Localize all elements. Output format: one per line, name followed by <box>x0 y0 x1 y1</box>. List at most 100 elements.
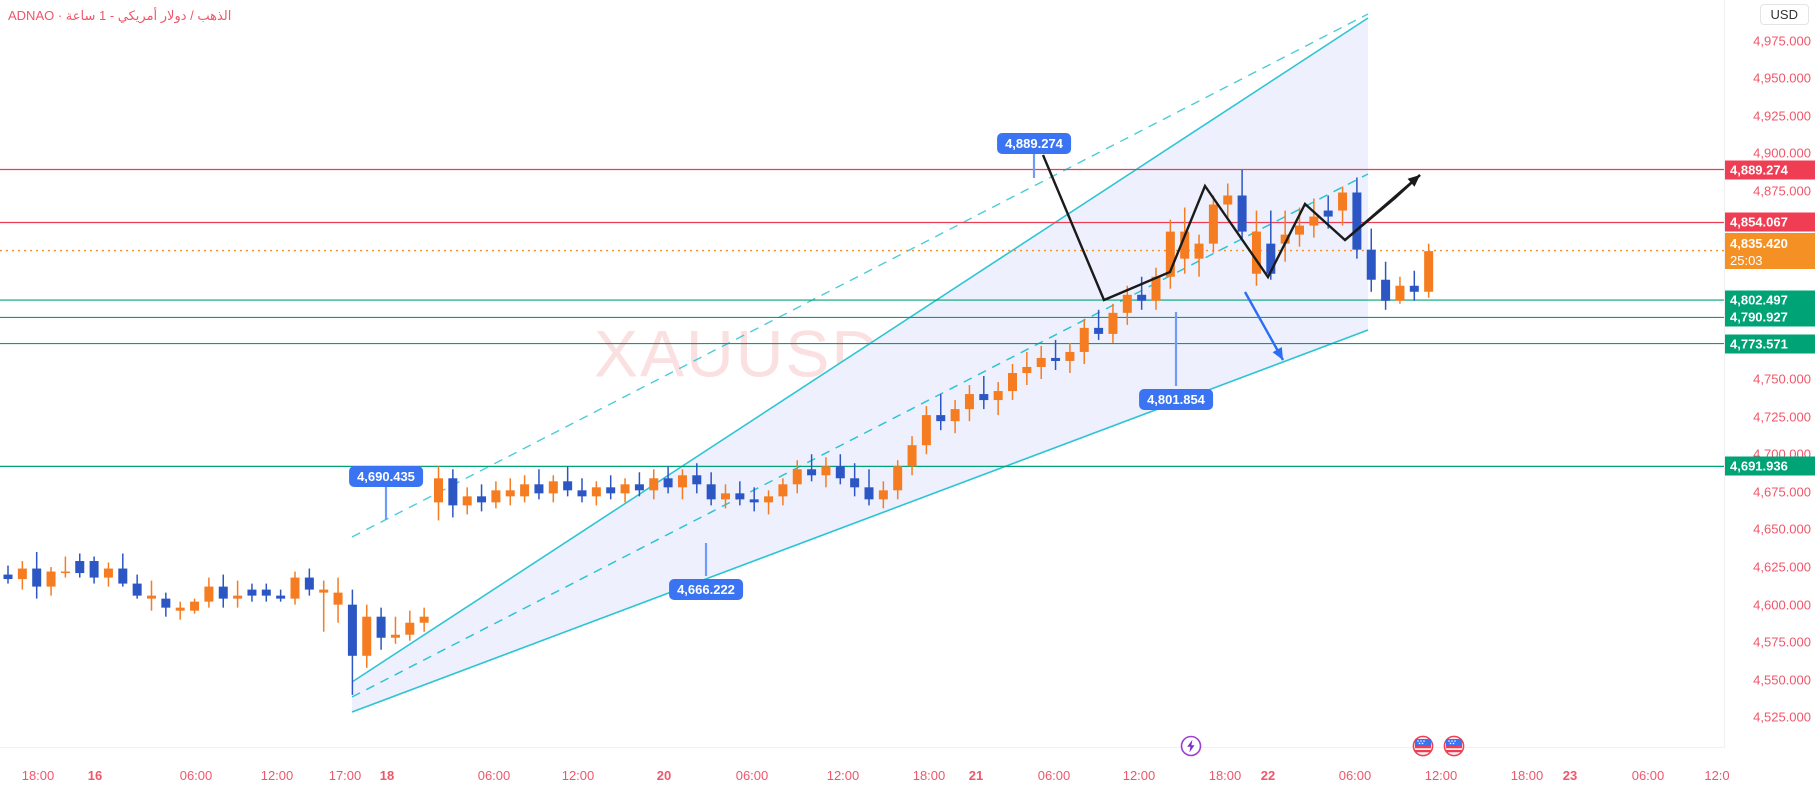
price-tick: 4,575.000 <box>1753 634 1811 650</box>
channel-inner-dashed-line[interactable] <box>351 13 1369 538</box>
chart-plot-area[interactable]: XAUUSD, 1 ساعة 4,889.2744,690.4354,666.2… <box>0 0 1725 748</box>
candle-body <box>663 478 673 488</box>
candle-body <box>390 634 400 638</box>
bullish-arrow-shaft <box>1344 174 1421 241</box>
candle-body <box>161 598 171 608</box>
candle-body <box>276 595 286 599</box>
candle-body <box>1338 192 1348 211</box>
currency-chip[interactable]: USD <box>1759 4 1809 25</box>
candle-body <box>1137 294 1147 301</box>
time-tick: 06:00 <box>1631 768 1665 783</box>
candle-body <box>434 478 443 503</box>
price-badge[interactable]: 4,691.936 <box>1725 456 1815 476</box>
candle-body <box>290 577 300 599</box>
pivot-low-3-label[interactable]: 4,801.854 <box>1139 389 1213 410</box>
price-badge[interactable]: 4,790.927 <box>1725 307 1815 327</box>
candle-body <box>721 493 730 500</box>
candle-body <box>190 601 200 611</box>
candle-body <box>204 586 214 602</box>
candle-body <box>1208 204 1218 244</box>
time-tick: 23 <box>1562 768 1578 783</box>
candle-body <box>1223 195 1233 205</box>
candle-body <box>563 481 573 491</box>
candle-body <box>32 568 42 587</box>
candle-body <box>950 409 960 422</box>
candle-body <box>247 589 257 596</box>
candle-body <box>118 568 128 584</box>
time-tick: 18:00 <box>912 768 946 783</box>
candle-body <box>1395 285 1405 301</box>
candle-body <box>620 484 630 494</box>
time-tick: 12:00 <box>1424 768 1458 783</box>
price-badge[interactable]: 4,889.274 <box>1725 160 1815 180</box>
candle-body <box>1366 249 1376 280</box>
channel-fill <box>352 18 1368 712</box>
time-tick: 18:00 <box>1208 768 1242 783</box>
candle-body <box>1151 276 1161 301</box>
pivot-high-label[interactable]: 4,889.274 <box>997 133 1071 154</box>
candle-body <box>1280 234 1290 244</box>
us-news-event-icon-2[interactable] <box>1443 735 1465 757</box>
candle-body <box>1237 195 1247 232</box>
candle-body <box>304 577 314 590</box>
candle-body <box>591 487 601 497</box>
time-axis[interactable]: 18:00 16 06:00 12:00 17:00 18 06:00 12:00 20 06:0… <box>0 747 1730 796</box>
price-tick: 4,625.000 <box>1753 559 1811 575</box>
candle-body <box>376 616 386 638</box>
time-tick: 16 <box>87 768 103 783</box>
candle-body <box>749 499 759 503</box>
candle-body <box>878 490 888 500</box>
time-tick: 22 <box>1260 768 1276 783</box>
price-tick: 4,550.000 <box>1753 672 1811 688</box>
price-tick: 4,600.000 <box>1753 597 1811 613</box>
candle-body <box>821 466 831 476</box>
us-news-event-icon-1[interactable] <box>1412 735 1434 757</box>
candle-body <box>1424 251 1434 292</box>
pivot-low-2-label[interactable]: 4,666.222 <box>669 579 743 600</box>
candle-body <box>1309 216 1319 226</box>
candle-body <box>606 487 616 494</box>
time-tick: 12:00 <box>561 768 595 783</box>
candle-body <box>103 568 113 578</box>
candle-body <box>347 604 357 656</box>
candle-body <box>1266 243 1276 274</box>
price-tick: 4,875.000 <box>1753 183 1811 199</box>
price-tick: 4,675.000 <box>1753 484 1811 500</box>
candle-body <box>233 595 243 599</box>
countdown-timer: 25:03 <box>1730 252 1763 268</box>
bearish-arrow-head <box>1272 347 1283 360</box>
candle-body <box>3 574 13 580</box>
candle-body <box>1180 231 1190 259</box>
candle-body <box>993 391 1003 401</box>
price-badge[interactable]: 4,835.420 25:03 <box>1725 232 1815 269</box>
bearish-arrow[interactable] <box>1243 291 1285 361</box>
price-badge[interactable]: 4,773.571 <box>1725 334 1815 354</box>
chart-canvas <box>0 13 1725 713</box>
time-tick: 18 <box>379 768 395 783</box>
candle-body <box>577 490 587 497</box>
bullish-arrow[interactable] <box>1344 174 1421 241</box>
price-axis[interactable]: USD 4,975.000 4,950.000 4,925.000 4,900.000… <box>1724 0 1815 748</box>
candle-body <box>1108 312 1118 334</box>
price-badge[interactable]: 4,802.497 <box>1725 290 1815 310</box>
candle-body <box>520 484 530 497</box>
candle-body <box>175 607 185 611</box>
candle-body <box>1323 210 1333 217</box>
candle-body <box>835 466 845 479</box>
candle-body <box>792 469 802 485</box>
candle-body <box>1051 357 1061 361</box>
price-badge[interactable]: 4,854.067 <box>1725 212 1815 232</box>
time-tick: 12:00 <box>260 768 294 783</box>
candle-body <box>1409 285 1419 292</box>
volatility-event-icon[interactable] <box>1180 735 1202 757</box>
candle-body <box>1094 327 1104 334</box>
chart-title: الذهب / دولار أمريكي - 1 ساعة · OANDA <box>8 8 232 23</box>
candle-body <box>319 589 329 593</box>
candle-body <box>462 496 472 506</box>
channel-upper-line[interactable] <box>351 17 1369 683</box>
candle-body <box>979 394 989 401</box>
price-tick: 4,900.000 <box>1753 145 1811 161</box>
candle-body <box>1008 373 1017 392</box>
pivot-low-label[interactable]: 4,690.435 <box>349 466 423 487</box>
